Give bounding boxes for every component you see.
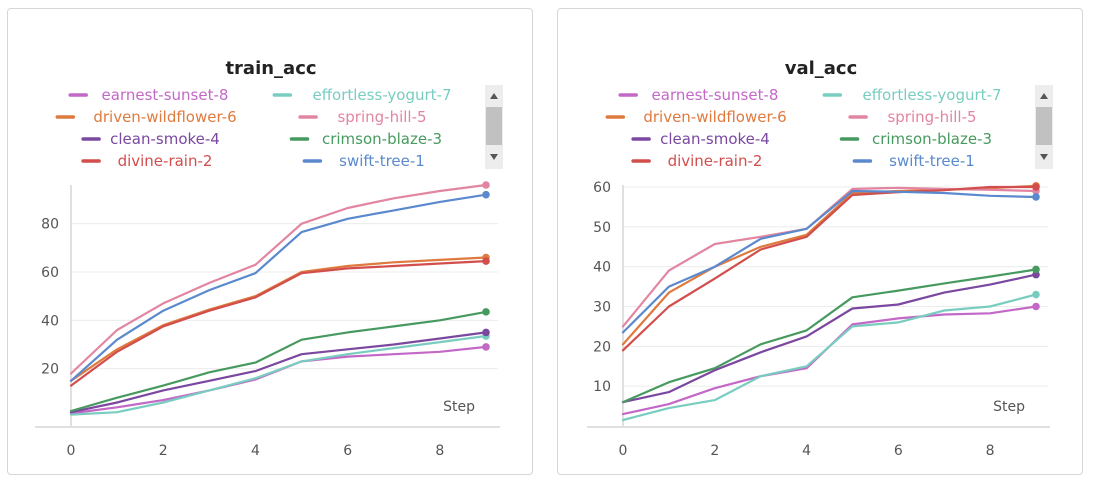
legend-item[interactable]: swift-tree-1 [852, 152, 975, 170]
y-tick-label: 80 [41, 217, 59, 233]
legend-item[interactable]: spring-hill-5 [298, 108, 427, 126]
legend-item[interactable]: divine-rain-2 [81, 152, 213, 170]
series-end-point [1032, 183, 1040, 191]
y-tick-label: 10 [593, 379, 611, 395]
legend-item[interactable]: spring-hill-5 [848, 108, 977, 126]
x-tick-label: 2 [710, 443, 719, 459]
series-line [69, 331, 488, 414]
legend-item[interactable]: divine-rain-2 [631, 152, 763, 170]
legend-label: spring-hill-5 [337, 108, 426, 126]
legend-label: spring-hill-5 [887, 108, 976, 126]
series-end-point [482, 181, 490, 189]
y-tick-label: 40 [593, 260, 611, 276]
legend-item[interactable]: effortless-yogurt-7 [822, 86, 1002, 104]
legend-label: swift-tree-1 [889, 152, 975, 170]
y-tick-label: 30 [593, 300, 611, 316]
legend-item[interactable]: driven-wildflower-6 [605, 108, 787, 126]
series-line [69, 334, 488, 416]
series-line [69, 183, 488, 375]
legend-label: crimson-blaze-3 [322, 130, 442, 148]
legend-item[interactable]: crimson-blaze-3 [289, 130, 443, 148]
legend-item[interactable]: clean-smoke-4 [631, 130, 770, 148]
scroll-down-icon[interactable] [490, 154, 498, 160]
x-tick-label: 6 [343, 443, 352, 459]
legend-item[interactable]: clean-smoke-4 [81, 130, 220, 148]
legend-scrollbar[interactable] [485, 85, 503, 169]
legend-label: clean-smoke-4 [110, 130, 220, 148]
legend-label: divine-rain-2 [668, 152, 763, 170]
legend-label: driven-wildflower-6 [643, 108, 786, 126]
y-tick-label: 60 [593, 180, 611, 196]
scroll-up-icon[interactable] [490, 93, 498, 99]
x-tick-label: 8 [986, 443, 995, 459]
chart-title: train_acc [225, 58, 316, 79]
series-line [621, 189, 1038, 334]
x-tick-label: 6 [894, 443, 903, 459]
legend-label: earnest-sunset-8 [102, 86, 229, 104]
val-acc-chart: val_acc earnest-sunset-8 effortless-yogurt… [587, 58, 1053, 459]
legend-label: effortless-yogurt-7 [862, 86, 1001, 104]
series-line [621, 185, 1038, 352]
legend-label: clean-smoke-4 [660, 130, 770, 148]
scrollbar-thumb[interactable] [1036, 107, 1052, 145]
legend-item[interactable]: crimson-blaze-3 [839, 130, 993, 148]
y-tick-label: 20 [41, 362, 59, 378]
x-tick-label: 0 [619, 443, 628, 459]
legend-item[interactable]: driven-wildflower-6 [55, 108, 237, 126]
series-line [621, 273, 1038, 404]
y-tick-label: 40 [41, 313, 59, 329]
series-line [69, 260, 488, 387]
legend-item[interactable]: earnest-sunset-8 [68, 86, 229, 104]
series-line [69, 193, 488, 382]
series-end-point [482, 308, 490, 316]
scroll-down-icon[interactable] [1040, 154, 1048, 160]
series-end-point [482, 190, 490, 199]
y-tick-label: 50 [593, 220, 611, 236]
x-axis-label: Step [443, 399, 475, 415]
x-tick-label: 8 [435, 443, 444, 459]
y-tick-label: 60 [41, 265, 59, 281]
legend-item[interactable]: effortless-yogurt-7 [272, 86, 452, 104]
x-tick-label: 0 [67, 443, 76, 459]
legend-label: driven-wildflower-6 [93, 108, 236, 126]
x-tick-label: 4 [251, 443, 260, 459]
chart-panel-train-acc: train_acc earnest-sunset-8 effortless-yogu… [7, 8, 533, 475]
legend-scrollbar[interactable] [1035, 85, 1053, 169]
y-tick-label: 20 [593, 339, 611, 355]
scroll-up-icon[interactable] [1040, 93, 1048, 99]
x-axis-label: Step [993, 399, 1025, 415]
series-end-point [482, 328, 490, 337]
x-tick-label: 4 [802, 443, 811, 459]
legend-label: swift-tree-1 [339, 152, 425, 170]
x-tick-label: 2 [159, 443, 168, 459]
legend-item[interactable]: swift-tree-1 [302, 152, 425, 170]
legend-label: effortless-yogurt-7 [312, 86, 451, 104]
legend-label: crimson-blaze-3 [872, 130, 992, 148]
legend-label: divine-rain-2 [118, 152, 213, 170]
legend-label: earnest-sunset-8 [652, 86, 779, 104]
series-line [621, 293, 1038, 422]
scrollbar-thumb[interactable] [486, 107, 502, 145]
series-end-point [1032, 193, 1040, 201]
chart-title: val_acc [785, 58, 858, 79]
chart-panel-val-acc: val_acc earnest-sunset-8 effortless-yogurt… [557, 8, 1083, 475]
series-end-point [482, 257, 490, 265]
series-line [621, 268, 1038, 404]
series-end-point [1032, 265, 1040, 274]
series-line [69, 345, 488, 415]
series-end-point [1032, 302, 1040, 311]
train-acc-chart: train_acc earnest-sunset-8 effortless-yogu… [35, 58, 503, 459]
legend-item[interactable]: earnest-sunset-8 [618, 86, 779, 104]
series-end-point [482, 343, 490, 351]
series-line [69, 310, 488, 413]
series-end-point [1032, 290, 1040, 299]
